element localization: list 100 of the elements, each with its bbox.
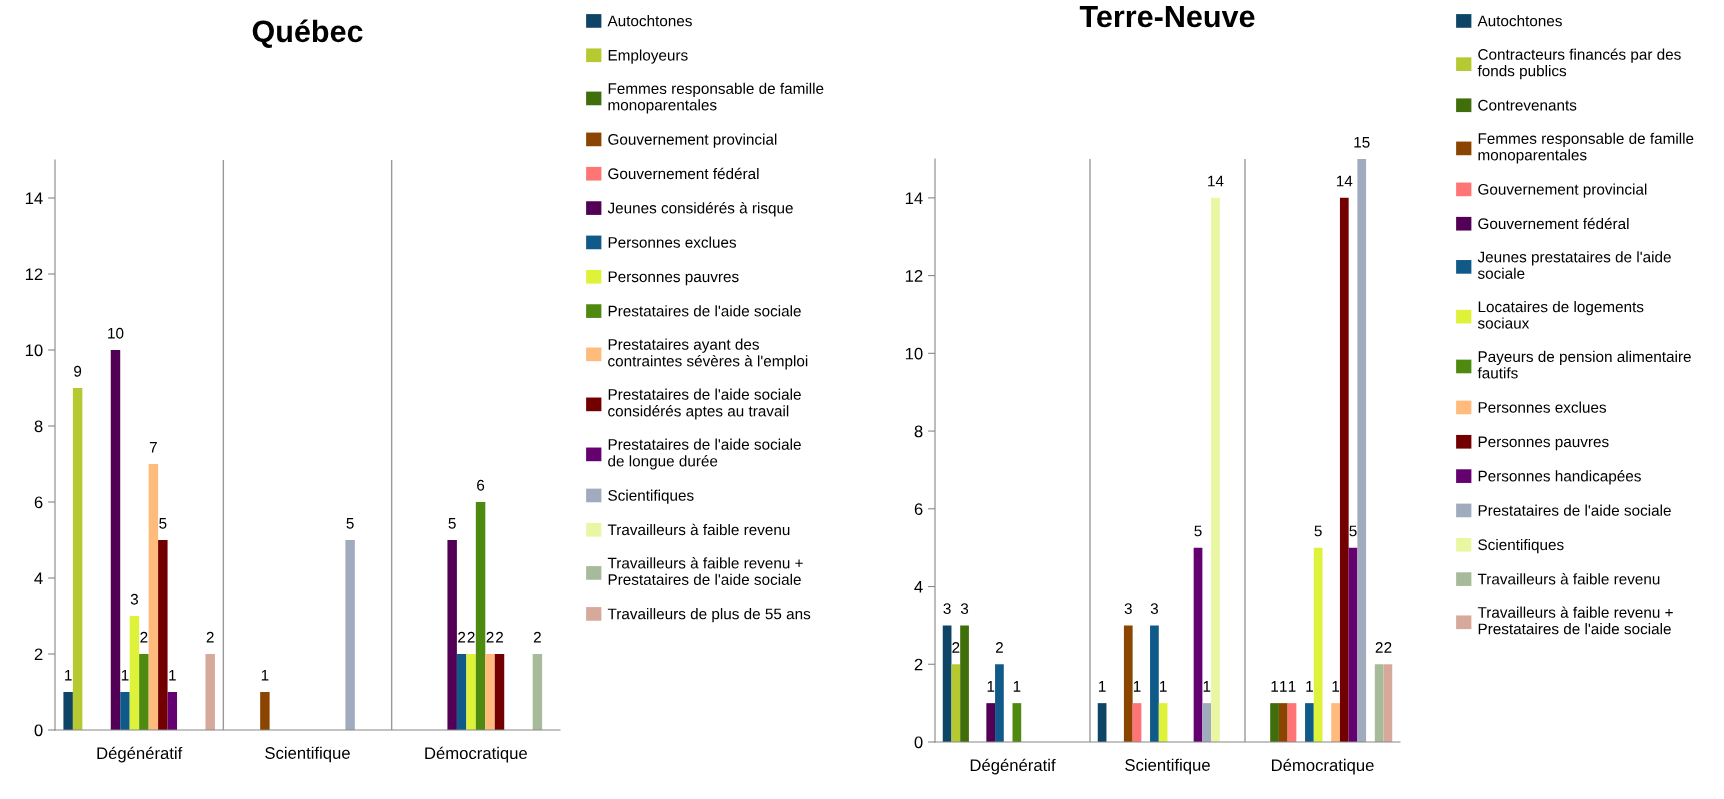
- legend-label: Femmes responsable de famille monoparentales: [608, 82, 824, 114]
- data-label: 3: [130, 593, 139, 605]
- legend-label: Gouvernement provincial: [608, 133, 777, 148]
- bar: [986, 703, 996, 742]
- y-tick-label: 8: [34, 420, 43, 433]
- data-label: 1: [169, 669, 176, 681]
- legend-label: Scientifiques: [608, 489, 694, 504]
- data-label: 2: [458, 631, 466, 643]
- bar: [129, 616, 140, 730]
- legend-label: Scientifiques: [1478, 538, 1564, 554]
- x-tick-label: Scientifique: [265, 746, 350, 763]
- bar: [532, 654, 543, 730]
- chart-title: Terre-Neuve: [1079, 6, 1255, 28]
- bar: [1158, 703, 1168, 742]
- x-tick-label: Dégénératif: [97, 746, 183, 763]
- legend-label: Travailleurs à faible revenu + Prestataires de l'aide sociale: [607, 557, 803, 585]
- y-tick-label: 6: [914, 503, 923, 515]
- chart-title: Québec: [252, 19, 363, 48]
- data-label: 2: [467, 631, 475, 643]
- y-tick-label: 12: [25, 268, 43, 281]
- data-label: 1: [121, 669, 129, 681]
- y-tick-label: 4: [914, 581, 923, 593]
- legend-label: Autochtones: [1477, 15, 1562, 27]
- bar: [1123, 625, 1133, 742]
- legend-label: Contracteurs financés par des fonds publics: [1477, 48, 1681, 80]
- data-label: 1: [1160, 681, 1167, 692]
- legend-label: Payeurs de pension alimentaire fautifs: [1477, 350, 1691, 379]
- legend-label: Gouvernement provincial: [1478, 183, 1647, 198]
- legend-label: Travailleurs à faible revenu: [607, 523, 790, 536]
- legend-label: Personnes exclues: [608, 236, 737, 248]
- data-label: 10: [108, 327, 124, 339]
- bar: [72, 388, 83, 730]
- data-label: 1: [1013, 681, 1021, 692]
- data-label: 2: [486, 631, 494, 643]
- data-label: 1: [1306, 681, 1313, 692]
- legend-label: Prestataires de l'aide sociale: [608, 305, 801, 317]
- bar: [205, 654, 215, 730]
- data-label: 3: [1150, 603, 1158, 615]
- bar: [475, 502, 486, 730]
- y-tick-label: 2: [914, 658, 923, 671]
- bar: [1278, 703, 1288, 742]
- bar: [148, 464, 159, 730]
- y-tick-label: 8: [914, 425, 923, 438]
- bar: [63, 692, 73, 730]
- bar: [1193, 547, 1203, 742]
- data-label: 9: [74, 365, 82, 377]
- legend-label: Prestataires de l'aide sociale: [1478, 504, 1671, 516]
- data-label: 3: [960, 603, 969, 615]
- legend-label: Personnes pauvres: [1478, 436, 1609, 451]
- data-label: 7: [149, 441, 157, 453]
- legend-label: Prestataires de l'aide sociale de longue durée: [608, 438, 801, 470]
- bar: [1331, 703, 1340, 742]
- data-label: 5: [1194, 525, 1202, 537]
- legend-label: Prestataires de l'aide sociale considérés aptes au travail: [608, 388, 801, 420]
- data-label: 14: [1336, 175, 1353, 187]
- bar: [942, 625, 952, 742]
- data-label: 2: [995, 642, 1003, 653]
- data-label: 5: [346, 517, 354, 529]
- legend-label: Contrevenants: [1478, 99, 1577, 111]
- x-tick-label: Démocratique: [425, 746, 527, 763]
- bar: [1150, 625, 1159, 742]
- legend-label: Personnes pauvres: [608, 271, 739, 286]
- bar: [1357, 159, 1367, 742]
- data-label: 6: [477, 479, 485, 491]
- bar: [120, 692, 130, 730]
- data-label: 5: [448, 517, 456, 529]
- data-label: 3: [1124, 603, 1132, 615]
- legend-label: Jeunes considérés à risque: [607, 202, 793, 217]
- data-label: 2: [140, 631, 148, 643]
- data-label: 5: [1349, 525, 1357, 537]
- legend-label: Employeurs: [608, 49, 688, 64]
- bar: [960, 625, 969, 742]
- legend-label: Jeunes prestataires de l'aide sociale: [1477, 251, 1671, 279]
- data-label: 15: [1354, 136, 1370, 148]
- bar: [1374, 664, 1384, 742]
- bar: [1097, 703, 1107, 742]
- y-tick-label: 6: [34, 496, 43, 509]
- legend-label: Personnes handicapées: [1478, 470, 1641, 485]
- data-label: 2: [1375, 642, 1383, 653]
- x-tick-label: Dégénératif: [970, 758, 1056, 775]
- bar: [1305, 703, 1314, 742]
- data-label: 2: [1384, 642, 1392, 653]
- data-label: 1: [1099, 681, 1106, 692]
- data-label: 1: [261, 669, 269, 681]
- bar: [167, 692, 178, 730]
- data-label: 14: [1208, 175, 1224, 187]
- bar: [1012, 703, 1022, 742]
- legend-label: Femmes responsable de famille monoparentales: [1478, 132, 1694, 164]
- x-tick-label: Démocratique: [1271, 758, 1374, 775]
- bar: [345, 540, 355, 730]
- legend-label: Travailleurs à faible revenu: [1477, 573, 1660, 585]
- bar: [1132, 703, 1142, 742]
- data-label: 1: [1133, 681, 1141, 692]
- y-tick-label: 2: [34, 648, 43, 661]
- bar: [1202, 703, 1212, 742]
- bar: [494, 654, 505, 730]
- bar: [995, 664, 1004, 742]
- bar: [951, 664, 961, 742]
- data-label: 5: [159, 517, 167, 529]
- data-label: 2: [533, 631, 541, 643]
